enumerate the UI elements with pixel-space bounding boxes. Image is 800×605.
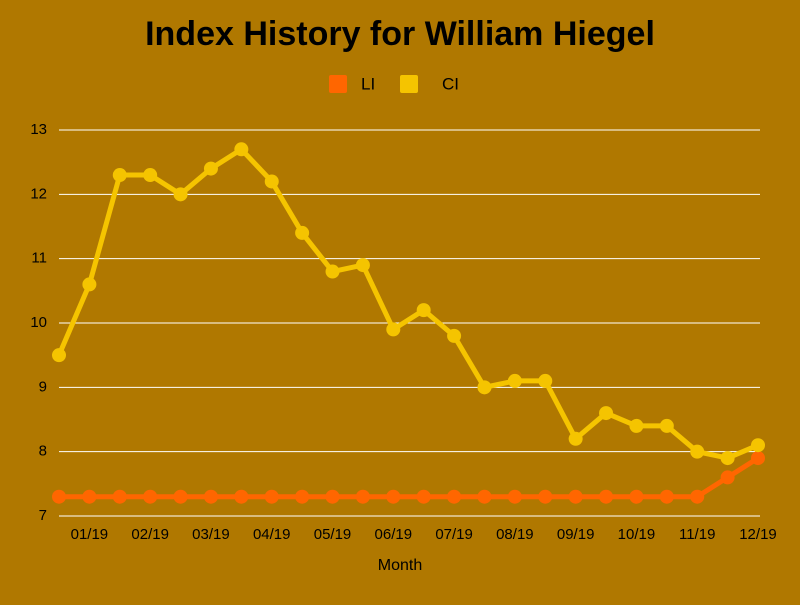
data-point [203, 489, 218, 504]
data-point [599, 406, 614, 421]
legend-swatch [400, 75, 418, 93]
data-point [325, 489, 340, 504]
data-point [507, 373, 522, 388]
data-point [720, 451, 735, 466]
data-point [568, 431, 583, 446]
data-point [568, 489, 583, 504]
data-point [447, 328, 462, 343]
data-point [295, 225, 310, 240]
data-point [52, 489, 66, 504]
data-point [629, 489, 644, 504]
data-point [416, 303, 431, 318]
y-tick-label: 10 [30, 314, 47, 331]
data-point [234, 142, 249, 157]
data-point [264, 489, 279, 504]
y-tick-label: 8 [39, 443, 47, 460]
data-point [659, 489, 674, 504]
x-tick-label: 10/19 [618, 526, 656, 543]
x-tick-label: 02/19 [131, 526, 169, 543]
data-point [599, 489, 614, 504]
data-point [477, 489, 492, 504]
chart-title: Index History for William Hiegel [145, 15, 655, 53]
x-tick-label: 06/19 [375, 526, 413, 543]
data-point [538, 373, 553, 388]
data-point [690, 489, 705, 504]
data-point [720, 470, 735, 485]
grid: 7 8 9 10 11 12 13 01/19 02/19 03/19 04/19 05/19 06/1… [30, 121, 776, 543]
data-point [447, 489, 462, 504]
data-point [295, 489, 310, 504]
data-point [112, 168, 127, 183]
data-point [203, 161, 218, 176]
data-point [386, 489, 401, 504]
data-point [538, 489, 553, 504]
y-tick-label: 11 [31, 250, 47, 267]
x-axis-title: Month [378, 557, 422, 574]
series-line [59, 455, 760, 500]
data-point [751, 451, 765, 466]
data-point [82, 489, 97, 504]
data-point [629, 418, 644, 433]
data-point [264, 174, 279, 189]
x-tick-label: 08/19 [496, 526, 534, 543]
series-group [52, 142, 765, 504]
data-point [659, 418, 674, 433]
legend-label: CI [442, 74, 459, 93]
data-point [173, 187, 188, 202]
data-point [143, 168, 158, 183]
y-tick-label: 9 [39, 378, 47, 395]
legend-label: LI [361, 74, 375, 93]
x-tick-label: 12/19 [739, 526, 777, 543]
x-tick-label: 03/19 [192, 526, 230, 543]
x-tick-label: 09/19 [557, 526, 595, 543]
series-line [56, 146, 759, 461]
legend-swatch [329, 75, 347, 93]
x-tick-label: 01/19 [71, 526, 109, 543]
data-point [751, 438, 765, 453]
data-point [386, 322, 401, 337]
data-point [355, 258, 370, 273]
x-tick-label: 11/19 [679, 526, 715, 543]
data-point [325, 264, 340, 279]
data-point [143, 489, 158, 504]
y-tick-label: 13 [30, 121, 47, 138]
y-tick-label: 7 [39, 507, 47, 524]
y-tick-label: 12 [30, 185, 47, 202]
legend: LI CI [329, 74, 459, 93]
data-point [234, 489, 249, 504]
x-tick-label: 05/19 [314, 526, 352, 543]
data-point [173, 489, 188, 504]
x-tick-label: 04/19 [253, 526, 291, 543]
data-point [112, 489, 127, 504]
data-point [52, 348, 66, 363]
data-point [355, 489, 370, 504]
x-tick-label: 07/19 [435, 526, 473, 543]
data-point [82, 277, 97, 292]
data-point [416, 489, 431, 504]
data-point [507, 489, 522, 504]
data-point [477, 380, 492, 395]
data-point [690, 444, 705, 459]
